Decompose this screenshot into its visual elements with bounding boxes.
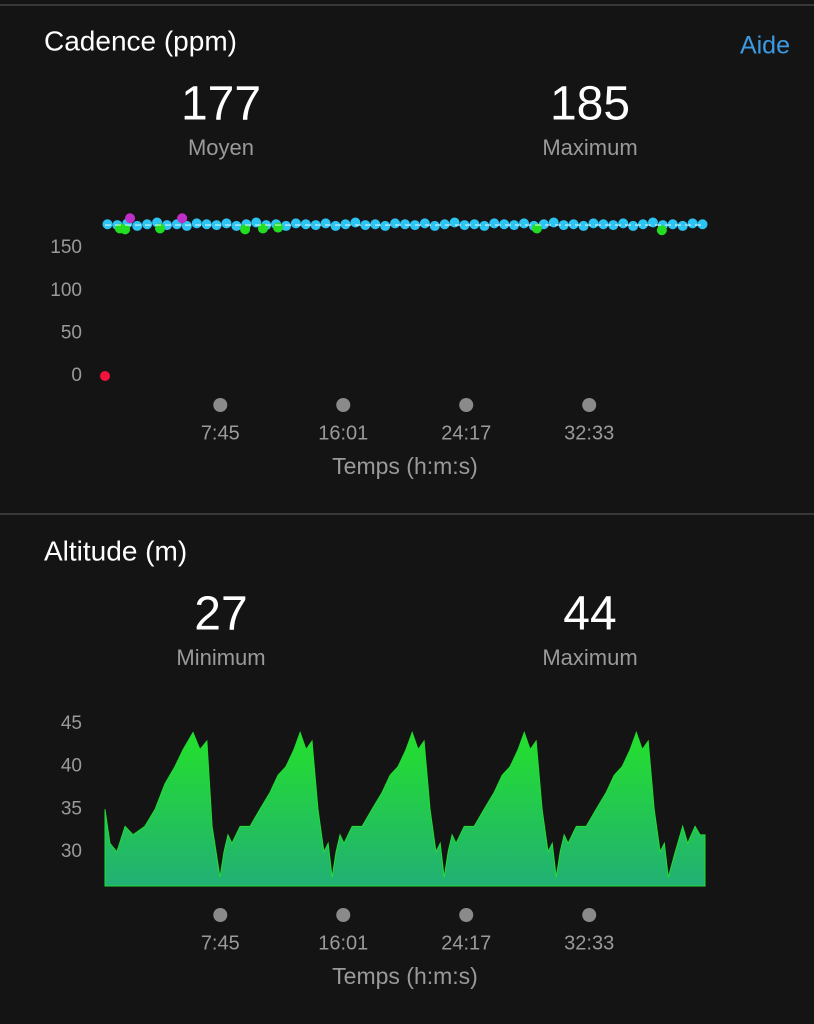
data-point (330, 220, 341, 231)
data-point (257, 223, 268, 234)
data-point (618, 218, 629, 229)
x-axis-title: Temps (h:m:s) (332, 963, 478, 989)
data-point (489, 218, 500, 229)
x-tick-dot (336, 398, 351, 412)
x-tick-label: 24:17 (441, 422, 491, 444)
data-point (548, 217, 559, 228)
altitude-area (104, 731, 706, 887)
x-tick-dot (582, 398, 597, 412)
data-point (479, 220, 490, 231)
data-point (231, 220, 242, 231)
x-tick-dot (336, 908, 351, 922)
data-point (499, 219, 510, 230)
data-point (419, 218, 430, 229)
data-point (201, 219, 212, 230)
chart-title: Cadence (ppm) (44, 25, 237, 56)
data-point (677, 220, 688, 231)
help-link[interactable]: Aide (740, 32, 790, 60)
data-point (290, 218, 301, 229)
x-tick-dot (459, 908, 474, 922)
data-point (578, 220, 589, 231)
x-axis-title: Temps (h:m:s) (332, 453, 478, 479)
x-tick-dot (213, 398, 228, 412)
y-tick-label: 50 (61, 322, 82, 343)
data-point (132, 220, 143, 231)
x-tick-label: 32:33 (564, 932, 614, 954)
data-point (240, 224, 251, 235)
data-point (519, 218, 530, 229)
y-tick-label: 40 (61, 756, 82, 777)
data-point (300, 219, 311, 230)
data-point (155, 223, 166, 234)
y-tick-label: 35 (61, 798, 82, 819)
x-tick-label: 7:45 (201, 932, 240, 954)
y-tick-label: 100 (50, 280, 82, 301)
stat-label: Maximum (542, 135, 637, 160)
data-point (390, 218, 401, 229)
y-tick-label: 150 (50, 237, 82, 258)
data-point (509, 220, 520, 231)
x-tick-label: 24:17 (441, 932, 491, 954)
x-tick-dot (213, 908, 228, 922)
data-point (598, 219, 609, 230)
stat-label: Minimum (176, 645, 265, 670)
y-tick-label: 0 (71, 365, 82, 386)
x-tick-label: 16:01 (318, 422, 368, 444)
data-point (221, 218, 232, 229)
data-point (102, 219, 113, 230)
data-point (638, 219, 649, 230)
data-point (449, 217, 460, 228)
stat-value: 177 (181, 78, 261, 131)
chart-title: Altitude (m) (44, 535, 187, 566)
data-point (697, 219, 708, 230)
data-point (142, 219, 153, 230)
data-point (429, 220, 440, 231)
data-point (439, 219, 450, 230)
data-point (280, 220, 291, 231)
data-point (120, 224, 131, 235)
y-tick-label: 45 (61, 713, 82, 734)
data-point (380, 220, 391, 231)
data-point (177, 213, 188, 224)
data-point (340, 219, 351, 230)
data-point (400, 219, 410, 230)
x-tick-dot (459, 398, 474, 412)
data-point (656, 225, 667, 236)
data-point (459, 220, 470, 231)
data-point (647, 217, 658, 228)
data-point (469, 219, 480, 230)
data-point (370, 219, 381, 230)
stat-label: Moyen (188, 135, 254, 160)
stat-value: 185 (550, 78, 630, 131)
data-point (531, 223, 542, 234)
data-point (100, 371, 110, 381)
data-point (181, 220, 192, 231)
x-tick-label: 32:33 (564, 422, 614, 444)
data-point (588, 218, 599, 229)
data-point (687, 218, 698, 229)
x-tick-label: 7:45 (201, 422, 240, 444)
data-point (273, 222, 284, 233)
stat-value: 27 (194, 588, 247, 641)
data-point (667, 219, 678, 230)
data-point (125, 213, 136, 224)
data-point (558, 220, 569, 231)
data-point (320, 218, 331, 229)
y-tick-label: 30 (61, 841, 82, 862)
data-point (628, 220, 639, 231)
data-point (608, 220, 619, 231)
x-tick-label: 16:01 (318, 932, 368, 954)
x-tick-dot (582, 908, 597, 922)
data-point (350, 217, 361, 228)
data-point (191, 218, 202, 229)
stat-value: 44 (563, 588, 616, 641)
data-point (568, 219, 579, 230)
data-point (409, 220, 420, 231)
stat-label: Maximum (542, 645, 637, 670)
